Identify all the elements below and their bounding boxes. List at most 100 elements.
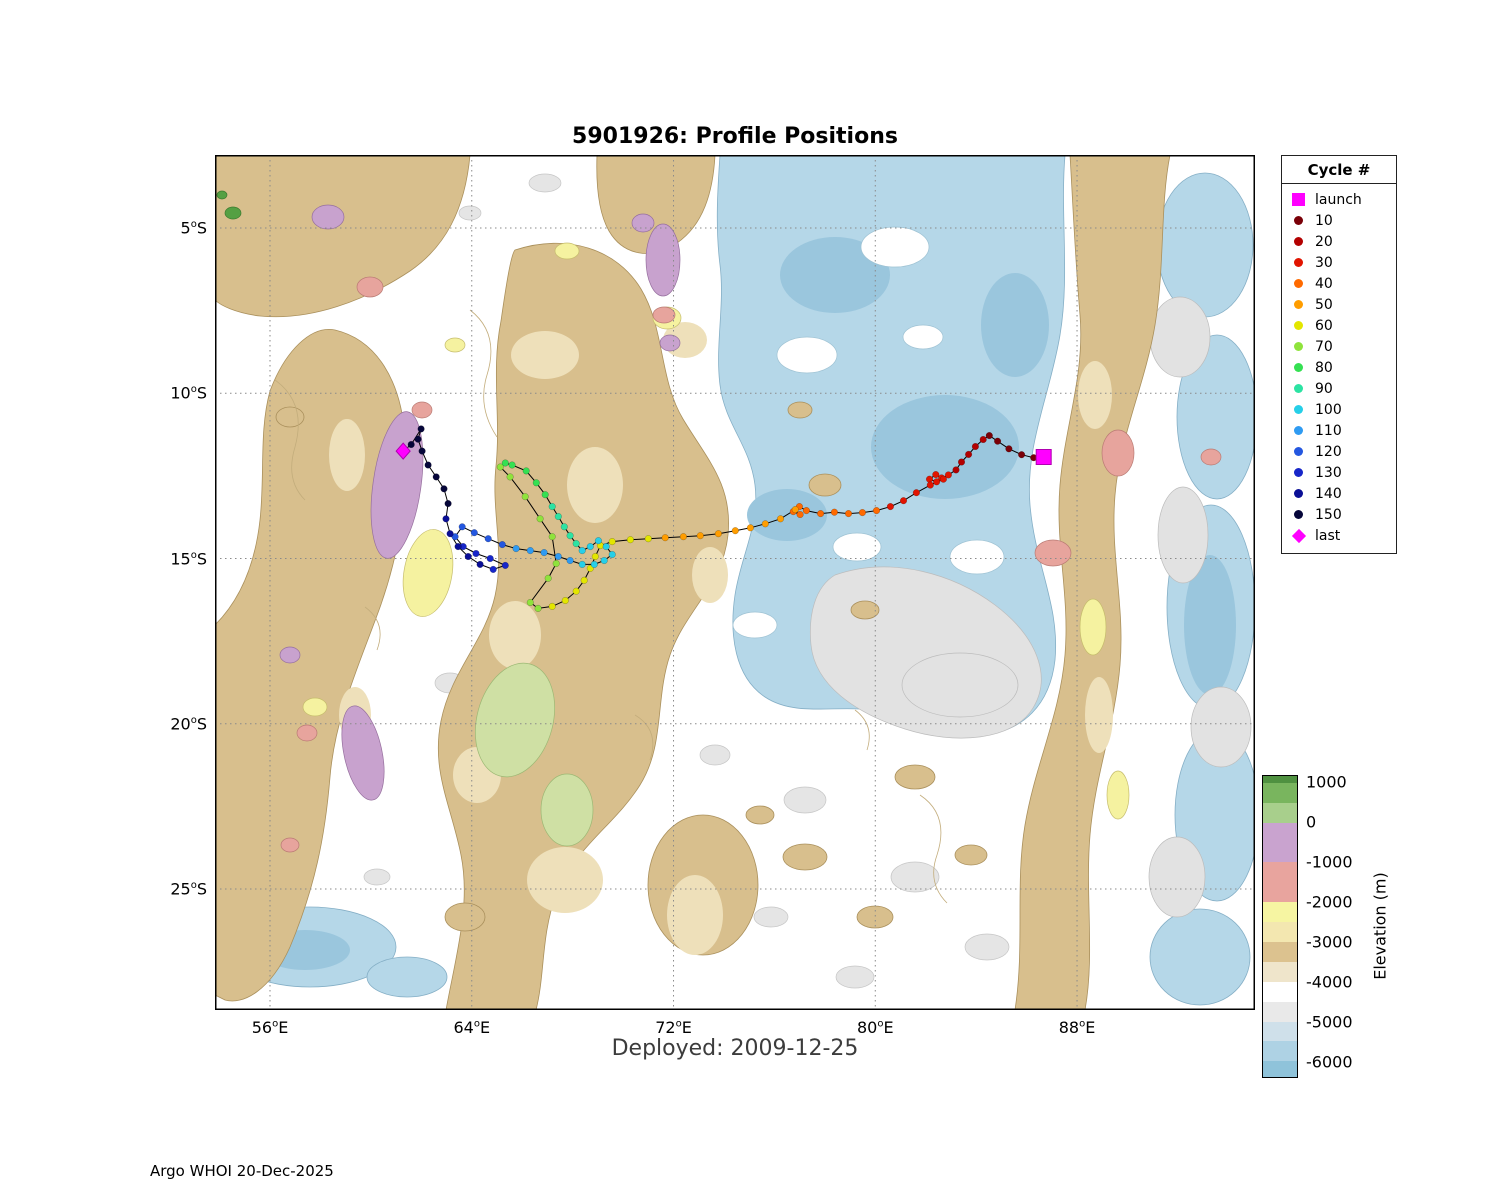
colorbar-tick-label: -6000	[1306, 1052, 1353, 1072]
profile-point	[407, 440, 415, 449]
x-tick-label: 88oE	[1058, 1018, 1096, 1037]
profile-point	[971, 442, 979, 451]
profile-point	[446, 530, 454, 538]
profile-point	[776, 515, 785, 523]
profile-point	[644, 535, 652, 543]
profile-point	[933, 478, 941, 486]
profile-point	[572, 540, 580, 548]
colorbar-segment	[1263, 902, 1297, 923]
y-tick-label: 10oS	[170, 383, 207, 403]
cream-mottle	[329, 322, 1113, 955]
colorbar-tick-label: 1000	[1306, 772, 1347, 792]
plum-contours	[279, 204, 681, 801]
profile-point	[572, 587, 580, 595]
legend-label: 130	[1315, 464, 1342, 481]
colorbar-tick-label: -3000	[1306, 932, 1353, 952]
colorbar-segment	[1263, 922, 1297, 943]
legend-row: 110	[1291, 420, 1387, 441]
legend-label: 120	[1315, 443, 1342, 460]
legend-label: 110	[1315, 422, 1342, 439]
profile-point	[472, 549, 480, 558]
profile-point	[414, 435, 422, 443]
dot-marker-icon	[1291, 279, 1306, 288]
colorbar-tick-label: -4000	[1306, 972, 1353, 992]
legend-row: 30	[1291, 252, 1387, 273]
profile-point	[521, 493, 529, 501]
profile-point	[679, 533, 687, 541]
profile-point	[925, 475, 934, 483]
profile-point	[561, 596, 569, 605]
legend-row: 120	[1291, 441, 1387, 462]
profile-point	[526, 547, 534, 555]
dot-marker-icon	[1291, 300, 1306, 309]
colorbar-segment	[1263, 776, 1297, 783]
dot-marker-icon	[1291, 258, 1306, 267]
profile-point	[591, 552, 599, 561]
colorbar-tick-label: 0	[1306, 812, 1317, 832]
profile-point	[858, 509, 866, 517]
profile-point	[454, 543, 462, 551]
profile-point	[476, 560, 484, 568]
dot-marker-icon	[1291, 384, 1306, 393]
pink-contours	[280, 276, 1222, 853]
profile-point	[496, 463, 504, 471]
profile-point	[608, 550, 616, 559]
profile-point	[512, 545, 520, 553]
profile-point	[944, 471, 952, 479]
profile-point	[746, 524, 754, 532]
profile-point	[418, 447, 426, 455]
profile-point	[566, 532, 574, 540]
legend-row: 80	[1291, 357, 1387, 378]
profile-point	[566, 556, 574, 565]
y-tick-label: 5oS	[180, 218, 207, 238]
ridge-shallow	[215, 155, 1171, 1010]
colorbar-tick-label: -5000	[1306, 1012, 1353, 1032]
profile-point	[979, 435, 987, 444]
profile-point	[952, 466, 960, 474]
dot-marker-icon	[1291, 489, 1306, 498]
graticule	[215, 155, 1255, 1010]
legend-row: 100	[1291, 399, 1387, 420]
profile-point	[714, 530, 722, 538]
legend-label: 100	[1315, 401, 1342, 418]
x-tick-label: 72oE	[655, 1018, 692, 1037]
profile-point	[661, 534, 669, 542]
legend-label: 50	[1315, 296, 1333, 313]
dot-marker-icon	[1291, 426, 1306, 435]
profile-point	[444, 500, 452, 508]
profile-point	[939, 475, 947, 483]
x-tick-label: 80oE	[856, 1018, 894, 1037]
profile-point	[451, 533, 459, 541]
legend-row: 140	[1291, 483, 1387, 504]
legend-label: 70	[1315, 338, 1333, 355]
colorbar-segment	[1263, 802, 1297, 823]
profile-point	[602, 543, 610, 551]
legend-label: 30	[1315, 254, 1333, 271]
profile-point	[957, 458, 966, 466]
profile-point	[424, 461, 432, 469]
legend-label: 150	[1315, 506, 1342, 523]
legend-label: 20	[1315, 233, 1333, 250]
map-area	[215, 155, 1255, 1010]
profile-point	[802, 507, 810, 515]
y-tick-label: 20oS	[170, 714, 207, 734]
profile-point	[817, 510, 825, 518]
profile-point	[554, 552, 562, 561]
cycle-legend: Cycle # launch 10 20 30 40 50 60 70 80 90 100 110 12…	[1281, 155, 1397, 554]
profile-point	[554, 512, 562, 521]
profile-point	[886, 503, 894, 511]
colorbar-tick-label: -1000	[1306, 852, 1353, 872]
legend-row: 90	[1291, 378, 1387, 399]
colorbar-segment	[1263, 1041, 1297, 1062]
profile-point	[872, 507, 881, 515]
profile-point	[580, 576, 588, 584]
legend-row: 50	[1291, 294, 1387, 315]
profile-point	[548, 533, 556, 541]
colorbar-segment	[1263, 961, 1297, 982]
y-tick-label: 25oS	[170, 879, 207, 899]
profile-point	[926, 481, 934, 489]
profile-point	[506, 473, 514, 481]
elevation-colorbar	[1262, 775, 1298, 1078]
legend-items: launch 10 20 30 40 50 60 70 80 90 100 110 120 130 140 1…	[1282, 184, 1396, 553]
